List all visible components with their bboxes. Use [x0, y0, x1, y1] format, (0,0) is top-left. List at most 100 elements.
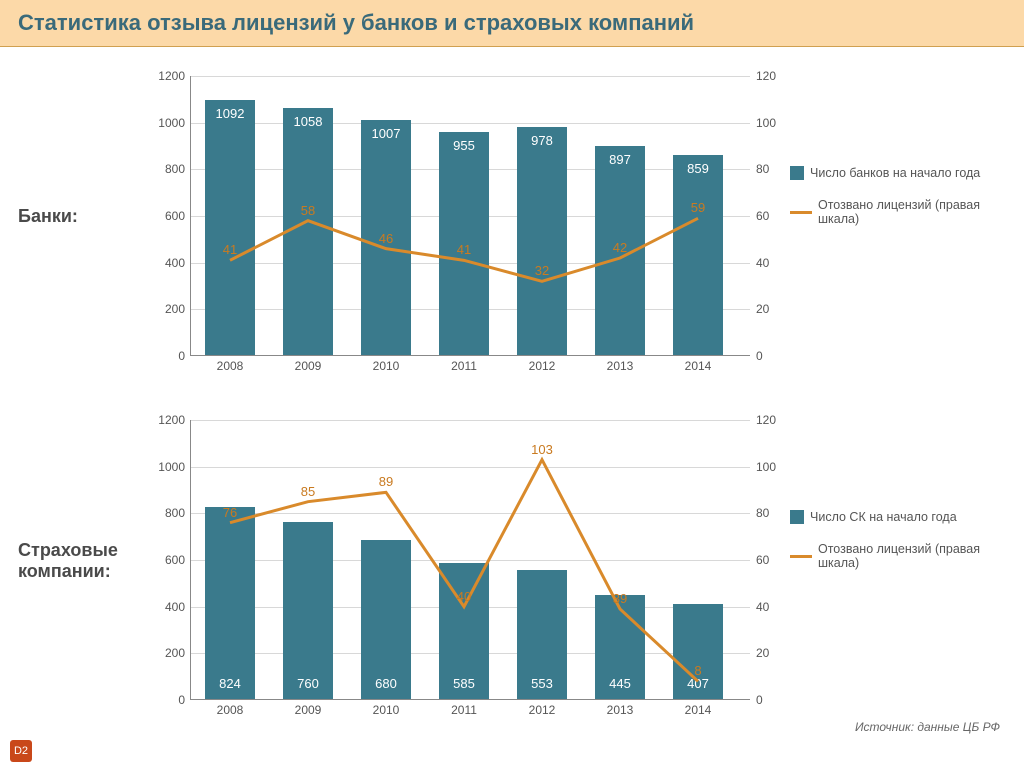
y-tick-left: 1200 [158, 413, 191, 427]
line-value-label: 58 [301, 203, 315, 218]
bar-value-label: 553 [531, 676, 553, 691]
y-tick-right: 120 [750, 413, 776, 427]
bar: 859 [673, 155, 723, 355]
y-tick-left: 400 [165, 256, 191, 270]
source-citation: Источник: данные ЦБ РФ [855, 720, 1000, 734]
y-tick-right: 40 [750, 600, 769, 614]
line-value-label: 89 [379, 474, 393, 489]
y-tick-right: 20 [750, 646, 769, 660]
bar: 1058 [283, 108, 333, 355]
bar: 824 [205, 507, 255, 699]
y-tick-right: 0 [750, 349, 763, 363]
y-tick-left: 800 [165, 506, 191, 520]
y-tick-left: 1000 [158, 116, 191, 130]
x-tick: 2012 [529, 355, 556, 373]
plot-banks: 0200400600800100012000204060801001201092… [190, 76, 750, 356]
y-tick-left: 0 [178, 349, 191, 363]
x-tick: 2008 [217, 355, 244, 373]
legend-item-bars: Число банков на начало года [790, 166, 1010, 180]
bar: 760 [283, 522, 333, 699]
line-value-label: 59 [691, 200, 705, 215]
bar: 978 [517, 127, 567, 355]
x-tick: 2014 [685, 699, 712, 717]
line-value-label: 40 [457, 589, 471, 604]
y-tick-left: 200 [165, 302, 191, 316]
legend-item-line: Отозвано лицензий (правая шкала) [790, 198, 1010, 226]
bar: 445 [595, 595, 645, 699]
x-tick: 2013 [607, 355, 634, 373]
legend-insurance: Число СК на начало года Отозвано лицензи… [790, 510, 1010, 588]
y-tick-left: 1000 [158, 460, 191, 474]
bar-value-label: 1058 [294, 114, 323, 129]
legend-banks: Число банков на начало года Отозвано лиц… [790, 166, 1010, 244]
page-header: Статистика отзыва лицензий у банков и ст… [0, 0, 1024, 47]
y-tick-right: 100 [750, 116, 776, 130]
y-tick-left: 600 [165, 209, 191, 223]
x-tick: 2013 [607, 699, 634, 717]
x-tick: 2011 [451, 355, 477, 373]
bar-value-label: 585 [453, 676, 475, 691]
bar-value-label: 824 [219, 676, 241, 691]
chart-banks: Банки: 020040060080010001200020406080100… [0, 56, 1024, 386]
logo: D2 [10, 740, 32, 762]
y-tick-right: 80 [750, 506, 769, 520]
bar-value-label: 760 [297, 676, 319, 691]
x-tick: 2009 [295, 355, 322, 373]
bar-value-label: 445 [609, 676, 631, 691]
bar-value-label: 1007 [372, 126, 401, 141]
section-label-banks: Банки: [18, 206, 78, 227]
y-tick-right: 40 [750, 256, 769, 270]
line-value-label: 42 [613, 240, 627, 255]
y-tick-left: 1200 [158, 69, 191, 83]
bar-value-label: 955 [453, 138, 475, 153]
y-tick-right: 60 [750, 209, 769, 223]
line-value-label: 41 [457, 242, 471, 257]
y-tick-left: 400 [165, 600, 191, 614]
y-tick-right: 100 [750, 460, 776, 474]
x-tick: 2011 [451, 699, 477, 717]
y-tick-right: 120 [750, 69, 776, 83]
line-value-label: 8 [694, 663, 701, 678]
bar: 680 [361, 540, 411, 699]
bar-value-label: 978 [531, 133, 553, 148]
line-value-label: 39 [613, 591, 627, 606]
y-tick-right: 20 [750, 302, 769, 316]
chart-insurance: Страховые компании: 02004006008001000120… [0, 400, 1024, 730]
legend-label-bars: Число банков на начало года [810, 166, 980, 180]
bar-value-label: 680 [375, 676, 397, 691]
x-tick: 2010 [373, 355, 400, 373]
plot-insurance: 0200400600800100012000204060801001208242… [190, 420, 750, 700]
bar-value-label: 1092 [216, 106, 245, 121]
bar: 1092 [205, 100, 255, 355]
bar: 407 [673, 604, 723, 699]
bar-value-label: 859 [687, 161, 709, 176]
legend-label-line: Отозвано лицензий (правая шкала) [818, 542, 1010, 570]
line-value-label: 41 [223, 242, 237, 257]
legend-swatch-line-icon [790, 555, 812, 558]
line-value-label: 46 [379, 231, 393, 246]
legend-swatch-line-icon [790, 211, 812, 214]
y-tick-left: 800 [165, 162, 191, 176]
page-title: Статистика отзыва лицензий у банков и ст… [18, 10, 1006, 36]
y-tick-right: 80 [750, 162, 769, 176]
bar: 585 [439, 563, 489, 700]
line-value-label: 103 [531, 442, 553, 457]
legend-label-bars: Число СК на начало года [810, 510, 957, 524]
line-value-label: 76 [223, 505, 237, 520]
legend-item-bars: Число СК на начало года [790, 510, 1010, 524]
legend-swatch-bar-icon [790, 510, 804, 524]
y-tick-right: 0 [750, 693, 763, 707]
x-tick: 2012 [529, 699, 556, 717]
x-tick: 2009 [295, 699, 322, 717]
legend-label-line: Отозвано лицензий (правая шкала) [818, 198, 1010, 226]
section-label-insurance: Страховые компании: [18, 540, 158, 582]
y-tick-left: 600 [165, 553, 191, 567]
line-value-label: 32 [535, 263, 549, 278]
bar: 553 [517, 570, 567, 699]
logo-text: D2 [14, 745, 28, 757]
line-value-label: 85 [301, 484, 315, 499]
legend-item-line: Отозвано лицензий (правая шкала) [790, 542, 1010, 570]
legend-swatch-bar-icon [790, 166, 804, 180]
x-tick: 2010 [373, 699, 400, 717]
x-tick: 2014 [685, 355, 712, 373]
